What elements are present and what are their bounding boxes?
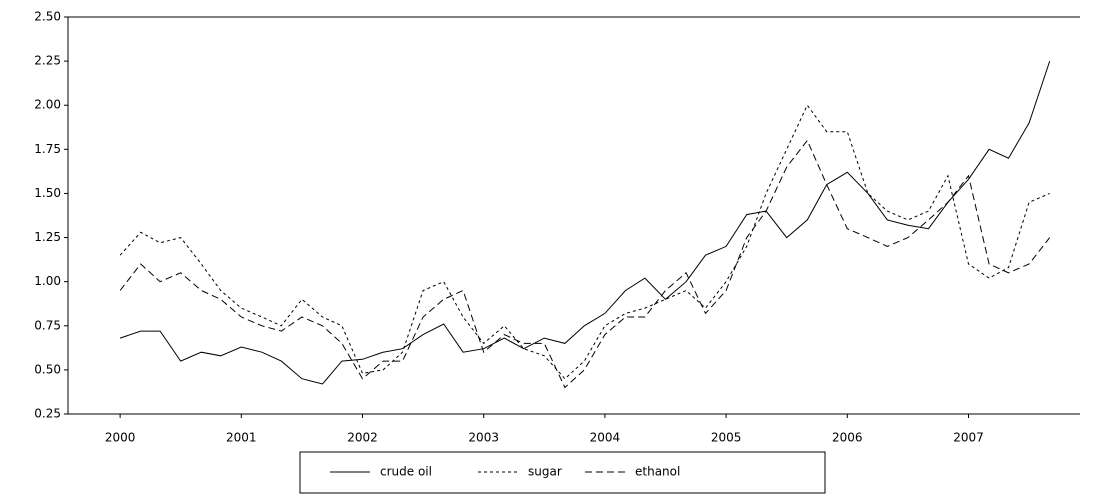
series-line — [119, 139, 1051, 389]
x-tick-label: 2007 — [953, 431, 984, 445]
x-tick-label: 2006 — [832, 431, 863, 445]
y-tick-label: 1.25 — [34, 230, 61, 244]
x-tick-label: 2000 — [105, 431, 136, 445]
legend-label: sugar — [528, 465, 562, 479]
series-line — [119, 104, 1050, 380]
y-tick-label: 0.75 — [34, 318, 61, 332]
y-tick-label: 0.25 — [34, 407, 61, 421]
y-tick-label: 2.50 — [34, 10, 61, 24]
y-tick-label: 2.25 — [34, 54, 61, 68]
legend-label: crude oil — [380, 465, 432, 479]
y-tick-label: 1.75 — [34, 142, 61, 156]
y-tick-label: 0.50 — [34, 362, 61, 376]
y-tick-label: 1.00 — [34, 274, 61, 288]
x-tick-label: 2003 — [468, 431, 499, 445]
legend — [299, 451, 826, 494]
y-tick-label: 1.50 — [34, 186, 61, 200]
y-tick-label: 2.00 — [34, 98, 61, 112]
x-tick-label: 2005 — [711, 431, 742, 445]
x-tick-label: 2001 — [226, 431, 257, 445]
x-tick-label: 2004 — [590, 431, 621, 445]
x-tick-label: 2002 — [347, 431, 378, 445]
series-line — [119, 60, 1051, 385]
legend-label: ethanol — [635, 465, 680, 479]
